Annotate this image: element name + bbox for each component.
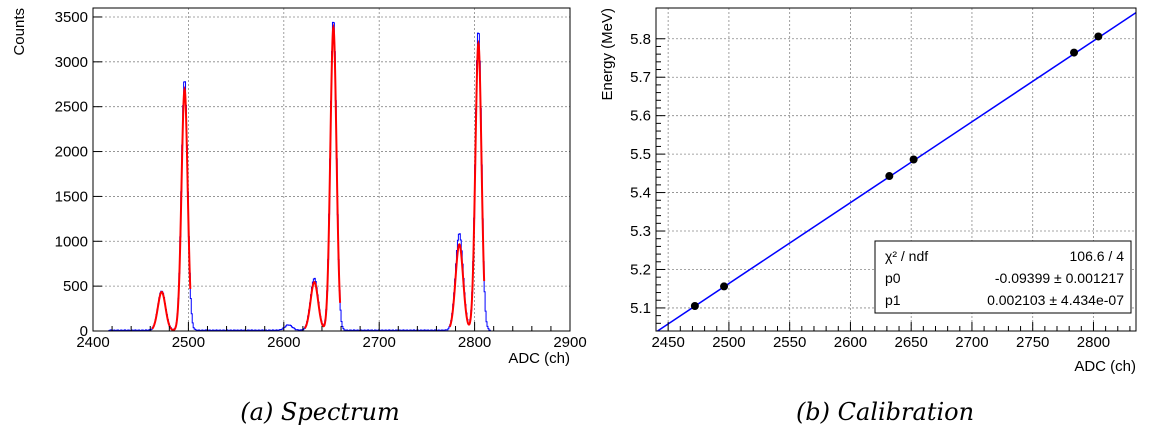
calibration-chart: 2450 2500 2550 2600 2650 2700 2750 2800 5.1 5.2 5.…	[599, 7, 1137, 375]
calibration-data-point	[1094, 32, 1103, 41]
caption-spectrum: (a) Spectrum	[240, 398, 399, 426]
calibration-data-point	[909, 155, 918, 164]
spectrum-x-tick-label: 2400	[76, 334, 109, 351]
calibration-fit-line	[657, 11, 1137, 332]
calibration-y-tick-label: 5.1	[630, 300, 651, 317]
spectrum-ylabel: Counts	[11, 8, 28, 56]
calibration-x-tick-label: 2600	[834, 334, 867, 351]
spectrum-x-tick-label: 2900	[553, 334, 586, 351]
calibration-y-tick-label: 5.3	[630, 223, 651, 240]
spectrum-ticks: 2400 2500 2600 2700 2800 2900 0 500 1000 1500 2000…	[55, 9, 587, 351]
stats-value-chi2: 106.6 / 4	[1070, 248, 1125, 264]
calibration-y-tick-label: 5.7	[630, 69, 651, 86]
calibration-x-tick-label: 2450	[651, 334, 684, 351]
calibration-x-tick-label: 2800	[1077, 334, 1110, 351]
calibration-y-tick-label: 5.6	[630, 108, 651, 125]
spectrum-xlabel: ADC (ch)	[508, 350, 570, 367]
spectrum-y-tick-label: 2500	[55, 99, 88, 116]
spectrum-fit-curve-red	[448, 39, 486, 328]
stats-value-p1: 0.002103 ± 4.434e-07	[987, 292, 1124, 308]
calibration-x-tick-label: 2650	[895, 334, 928, 351]
spectrum-x-tick-label: 2700	[363, 334, 396, 351]
stats-label-chi2: χ² / ndf	[885, 248, 928, 264]
spectrum-x-tick-label: 2500	[172, 334, 205, 351]
calibration-xlabel: ADC (ch)	[1074, 358, 1136, 375]
fit-stats-box: χ² / ndf 106.6 / 4 p0 -0.09399 ± 0.00121…	[874, 240, 1132, 314]
stats-label-p1: p1	[885, 292, 901, 308]
stats-label-p0: p0	[885, 270, 901, 286]
calibration-ylabel: Energy (MeV)	[599, 8, 616, 101]
calibration-y-tick-label: 5.5	[630, 146, 651, 163]
spectrum-histogram-blue	[108, 21, 491, 332]
calibration-x-tick-label: 2750	[1016, 334, 1049, 351]
spectrum-y-tick-label: 0	[80, 323, 88, 340]
spectrum-y-tick-label: 3000	[55, 54, 88, 71]
spectrum-y-tick-label: 2000	[55, 144, 88, 161]
caption-calibration: (b) Calibration	[796, 398, 974, 426]
spectrum-fit-curve-red	[303, 23, 342, 329]
spectrum-chart: 2400 2500 2600 2700 2800 2900 0 500 1000 1500 2000…	[11, 7, 587, 367]
spectrum-x-tick-label: 2800	[458, 334, 491, 351]
calibration-data-point	[1070, 48, 1079, 57]
spectrum-y-tick-label: 500	[63, 278, 88, 295]
spectrum-y-tick-label: 1500	[55, 188, 88, 205]
calibration-data-point	[720, 282, 729, 291]
calibration-x-tick-label: 2550	[773, 334, 806, 351]
calibration-x-tick-label: 2700	[955, 334, 988, 351]
spectrum-fit-curve-red	[151, 85, 192, 331]
calibration-y-tick-label: 5.4	[630, 185, 651, 202]
calibration-y-tick-label: 5.2	[630, 261, 651, 278]
calibration-data-point	[885, 172, 894, 181]
calibration-ticks: 2450 2500 2550 2600 2650 2700 2750 2800 5.1 5.2 5.…	[630, 31, 1131, 351]
spectrum-marks	[108, 21, 491, 332]
spectrum-x-tick-label: 2600	[267, 334, 300, 351]
calibration-y-tick-label: 5.8	[630, 31, 651, 48]
spectrum-y-tick-label: 1000	[55, 233, 88, 250]
calibration-marks	[657, 11, 1137, 332]
calibration-x-tick-label: 2500	[712, 334, 745, 351]
stats-value-p0: -0.09399 ± 0.001217	[995, 270, 1124, 286]
spectrum-frame	[92, 7, 571, 332]
stats-box-frame	[874, 240, 1132, 314]
spectrum-y-tick-label: 3500	[55, 9, 88, 26]
calibration-data-point	[690, 302, 699, 311]
